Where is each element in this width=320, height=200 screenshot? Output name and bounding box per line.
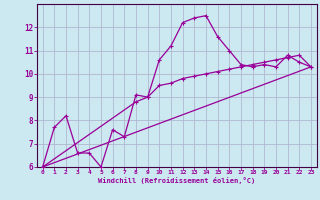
X-axis label: Windchill (Refroidissement éolien,°C): Windchill (Refroidissement éolien,°C) bbox=[98, 177, 255, 184]
